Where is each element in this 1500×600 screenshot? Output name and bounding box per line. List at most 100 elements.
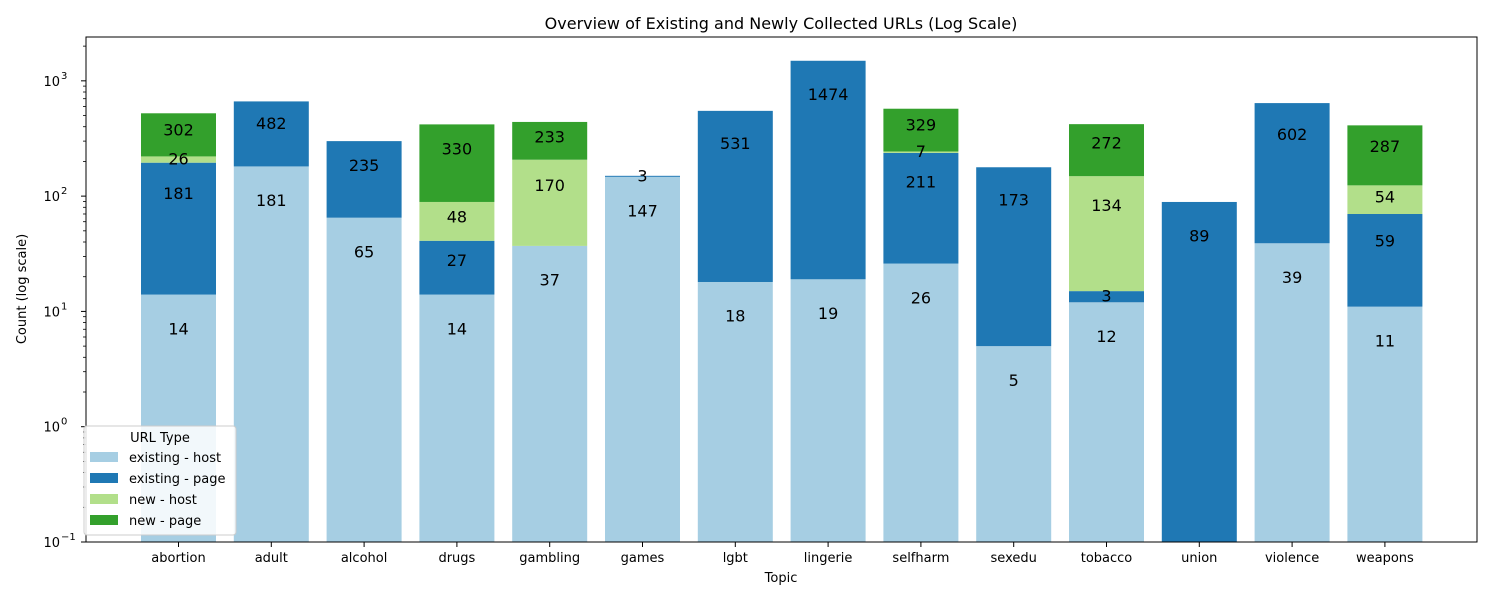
y-tick-exponent: 3 xyxy=(61,71,67,82)
data-label: 19 xyxy=(818,304,838,323)
bars-layer xyxy=(141,60,1423,543)
data-label: 147 xyxy=(627,202,658,221)
bar-adult-series-1 xyxy=(233,101,309,167)
bar-gambling-series-0 xyxy=(512,245,588,542)
x-tick-label: selfharm xyxy=(892,551,949,566)
bar-alcohol-series-0 xyxy=(326,217,402,542)
data-label: 14 xyxy=(447,319,467,338)
legend-swatch xyxy=(90,515,118,525)
data-labels-layer: 1418126302181482652351427483303717023314… xyxy=(163,85,1400,390)
bar-lingerie-series-1 xyxy=(790,60,866,280)
legend: URL Type existing - host existing - page n… xyxy=(83,425,237,536)
y-tick-exponent: 0 xyxy=(61,417,67,428)
legend-swatch xyxy=(90,452,118,462)
bar-weapons-series-3 xyxy=(1347,125,1423,186)
data-label: 329 xyxy=(906,116,937,135)
bar-sexedu-series-1 xyxy=(976,167,1052,347)
data-label: 54 xyxy=(1375,188,1395,207)
y-tick-exponent: 1 xyxy=(61,301,67,312)
bar-union-series-1 xyxy=(1161,201,1237,542)
x-tick-label: union xyxy=(1181,551,1217,566)
y-tick-label: 10 xyxy=(43,421,60,436)
data-label: 134 xyxy=(1091,196,1122,215)
bar-lgbt-series-0 xyxy=(697,281,773,542)
data-label: 173 xyxy=(998,191,1029,210)
data-label: 11 xyxy=(1375,331,1395,350)
bar-weapons-series-0 xyxy=(1347,306,1423,542)
y-axis-title: Count (log scale) xyxy=(15,234,30,344)
data-label: 65 xyxy=(354,242,374,261)
data-label: 233 xyxy=(534,127,565,146)
chart-title: Overview of Existing and Newly Collected… xyxy=(545,14,1018,33)
bar-tobacco-series-2 xyxy=(1069,176,1144,292)
bar-weapons-series-1 xyxy=(1347,213,1423,307)
bar-adult-series-0 xyxy=(233,166,309,543)
x-axis-title: Topic xyxy=(764,571,798,586)
data-label: 211 xyxy=(906,172,937,191)
data-label: 235 xyxy=(349,156,380,175)
data-label: 272 xyxy=(1091,134,1122,153)
data-label: 3 xyxy=(1101,286,1111,305)
bar-drugs-series-1 xyxy=(419,240,495,295)
x-tick-label: violence xyxy=(1265,551,1319,566)
bar-sexedu-series-0 xyxy=(976,346,1052,542)
bar-abortion-series-1 xyxy=(141,162,216,295)
y-tick-label: 10 xyxy=(43,536,60,551)
bar-games-series-1 xyxy=(605,175,680,177)
x-tick-label: drugs xyxy=(438,551,475,566)
legend-entry-label: existing - host xyxy=(129,451,221,466)
plot-frame xyxy=(85,36,1478,543)
bar-alcohol-series-1 xyxy=(326,141,402,218)
y-tick-label: 10 xyxy=(43,190,60,205)
bar-selfharm-series-0 xyxy=(883,263,959,542)
x-tick-label: adult xyxy=(255,551,288,566)
data-label: 170 xyxy=(534,176,565,195)
data-label: 37 xyxy=(540,271,560,290)
bar-drugs-series-0 xyxy=(419,294,495,542)
data-label: 26 xyxy=(168,149,188,168)
data-label: 26 xyxy=(911,288,931,307)
x-tick-label: gambling xyxy=(519,551,580,566)
data-label: 14 xyxy=(168,319,188,338)
bar-lgbt-series-1 xyxy=(697,110,773,282)
x-tick-label: sexedu xyxy=(991,551,1037,566)
data-label: 1474 xyxy=(808,85,849,104)
data-label: 18 xyxy=(725,307,745,326)
x-tick-label: alcohol xyxy=(341,551,387,566)
y-tick-label: 10 xyxy=(43,305,60,320)
data-label: 482 xyxy=(256,114,287,133)
bar-selfharm-series-2 xyxy=(883,151,959,153)
bar-abortion-series-2 xyxy=(141,156,216,163)
bar-drugs-series-2 xyxy=(419,201,495,241)
legend-entry-label: new - page xyxy=(129,514,201,529)
data-label: 302 xyxy=(163,120,194,139)
bar-tobacco-series-0 xyxy=(1069,302,1144,542)
bar-gambling-series-3 xyxy=(512,121,588,160)
bar-gambling-series-2 xyxy=(512,159,588,246)
bar-selfharm-series-1 xyxy=(883,152,959,264)
data-label: 59 xyxy=(1375,231,1395,250)
bar-drugs-series-3 xyxy=(419,124,495,202)
data-label: 3 xyxy=(637,166,647,185)
y-tick-label: 10 xyxy=(43,75,60,90)
x-axis: abortion adult alcohol drugs gambling games lg… xyxy=(151,542,1414,566)
legend-swatch xyxy=(90,494,118,504)
legend-box xyxy=(83,425,237,536)
bar-violence-series-1 xyxy=(1254,103,1330,244)
data-label: 602 xyxy=(1277,125,1308,144)
legend-entry-label: new - host xyxy=(129,493,197,508)
data-label: 27 xyxy=(447,251,467,270)
bar-violence-series-0 xyxy=(1254,243,1330,542)
data-label: 7 xyxy=(916,142,926,161)
bar-abortion-series-3 xyxy=(141,113,216,157)
y-tick-exponent: −1 xyxy=(61,532,76,543)
x-tick-label: lingerie xyxy=(804,551,853,566)
y-tick-exponent: 2 xyxy=(61,186,67,197)
data-label: 181 xyxy=(163,184,194,203)
bar-selfharm-series-3 xyxy=(883,108,959,152)
data-label: 48 xyxy=(447,208,467,227)
data-label: 12 xyxy=(1096,327,1116,346)
